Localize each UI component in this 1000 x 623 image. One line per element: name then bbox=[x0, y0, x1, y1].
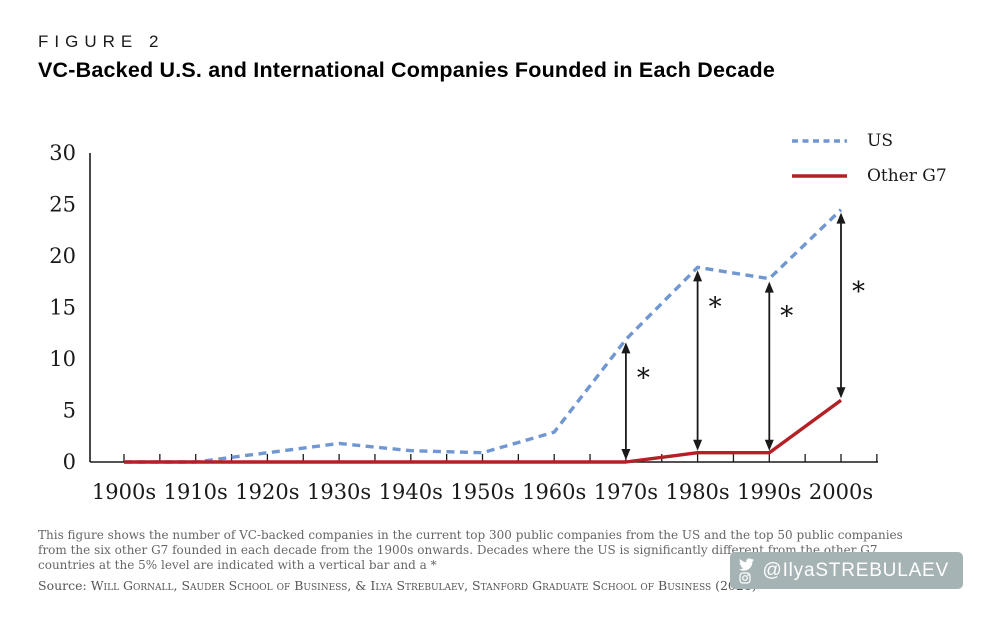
arrowhead-down bbox=[693, 439, 703, 451]
y-tick-label: 20 bbox=[49, 244, 76, 268]
arrowhead-up bbox=[693, 270, 703, 282]
social-handle: @IlyaSTREBULAEV bbox=[762, 559, 949, 581]
x-tick-label: 1960s bbox=[522, 480, 586, 504]
arrowhead-down bbox=[764, 439, 774, 451]
figure-footnote: This figure shows the number of VC-backe… bbox=[38, 528, 903, 572]
social-badge: @IlyaSTREBULAEV bbox=[730, 552, 963, 589]
y-tick-label: 0 bbox=[63, 450, 76, 474]
arrowhead-down bbox=[621, 449, 631, 460]
arrowhead-up bbox=[836, 212, 846, 224]
significance-asterisk: * bbox=[852, 277, 865, 307]
source-prefix: Source: bbox=[38, 577, 91, 593]
other-g7-line-swatch bbox=[792, 174, 847, 178]
source-names: Will Gornall, Sauder School of Business,… bbox=[90, 577, 757, 593]
arrowhead-up bbox=[764, 281, 774, 293]
x-tick-label: 1950s bbox=[450, 480, 514, 504]
y-tick-label: 10 bbox=[49, 347, 76, 371]
chart-legend: US Other G7 bbox=[792, 131, 947, 186]
x-tick-label: 1980s bbox=[665, 480, 729, 504]
source-line: Source: Will Gornall, Sauder School of B… bbox=[38, 578, 757, 593]
legend-label-us: US bbox=[867, 131, 893, 151]
y-tick-label: 5 bbox=[63, 399, 76, 423]
x-tick-label: 1990s bbox=[737, 480, 801, 504]
arrowhead-up bbox=[621, 342, 631, 354]
y-tick-label: 30 bbox=[49, 141, 76, 165]
legend-label-other-g7: Other G7 bbox=[867, 166, 947, 186]
x-tick-label: 1940s bbox=[379, 480, 443, 504]
twitter-icon bbox=[739, 557, 755, 571]
x-tick-label: 1910s bbox=[164, 480, 228, 504]
significance-asterisk: * bbox=[637, 363, 650, 393]
us-line-swatch bbox=[792, 139, 847, 143]
x-tick-label: 1970s bbox=[594, 480, 658, 504]
badge-icons bbox=[739, 557, 755, 584]
legend-item-us: US bbox=[792, 131, 947, 151]
y-tick-label: 15 bbox=[49, 296, 76, 320]
x-tick-label: 1900s bbox=[92, 480, 156, 504]
significance-asterisk: * bbox=[709, 292, 722, 322]
legend-item-other-g7: Other G7 bbox=[792, 166, 947, 186]
significance-asterisk: * bbox=[780, 302, 793, 332]
x-tick-label: 1920s bbox=[235, 480, 299, 504]
page-title: VC-Backed U.S. and International Compani… bbox=[38, 58, 775, 82]
instagram-icon bbox=[739, 571, 752, 584]
figure-label: FIGURE 2 bbox=[38, 32, 165, 51]
chart-canvas: 0 5 10 15 20 25 30 1900s 1910s 1920s 1930s 1940s 195… bbox=[49, 141, 878, 504]
y-tick-label: 25 bbox=[49, 193, 76, 217]
x-tick-label: 1930s bbox=[307, 480, 371, 504]
series-line-other-g7 bbox=[124, 398, 843, 464]
series-line-us bbox=[124, 208, 843, 464]
x-tick-label: 2000s bbox=[809, 480, 873, 504]
arrowhead-down bbox=[836, 387, 846, 399]
